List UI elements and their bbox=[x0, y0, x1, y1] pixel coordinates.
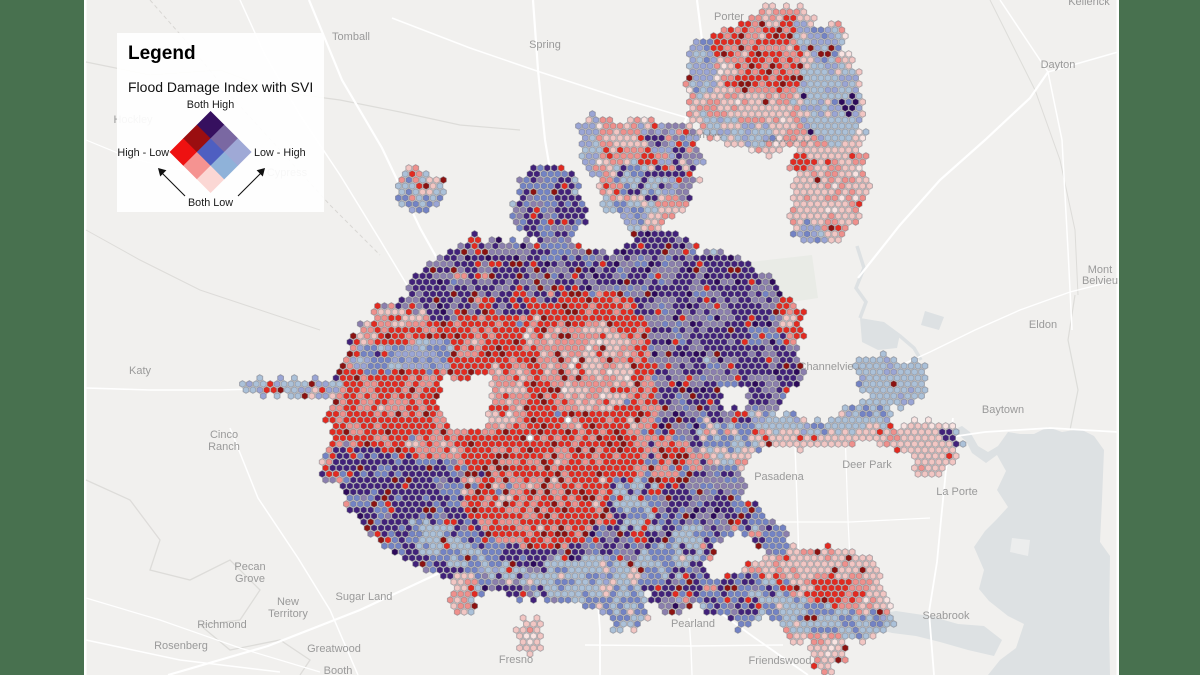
svg-text:Dayton: Dayton bbox=[1041, 59, 1076, 71]
svg-text:Belvieu: Belvieu bbox=[1082, 275, 1118, 287]
svg-text:Tomball: Tomball bbox=[332, 31, 370, 43]
svg-text:Porter: Porter bbox=[714, 11, 744, 23]
svg-text:Booth: Booth bbox=[324, 665, 353, 675]
svg-text:Seabrook: Seabrook bbox=[922, 610, 970, 622]
svg-text:Cinco: Cinco bbox=[210, 429, 238, 441]
svg-text:Mont: Mont bbox=[1088, 264, 1112, 276]
svg-text:Rosenberg: Rosenberg bbox=[154, 640, 208, 652]
svg-text:Grove: Grove bbox=[235, 573, 265, 585]
svg-text:Both High: Both High bbox=[187, 99, 234, 111]
svg-text:Pearland: Pearland bbox=[671, 618, 715, 630]
svg-text:Pecan: Pecan bbox=[234, 561, 265, 573]
svg-text:Fresno: Fresno bbox=[499, 654, 533, 666]
svg-text:Eldon: Eldon bbox=[1029, 319, 1057, 331]
svg-text:Sugar Land: Sugar Land bbox=[336, 591, 393, 603]
svg-text:Channelview: Channelview bbox=[799, 361, 862, 373]
svg-text:High - Low: High - Low bbox=[117, 147, 169, 159]
svg-text:Friendswood: Friendswood bbox=[749, 655, 812, 667]
svg-text:Low - High: Low - High bbox=[254, 147, 306, 159]
svg-text:La Porte: La Porte bbox=[936, 486, 978, 498]
svg-text:Spring: Spring bbox=[529, 39, 561, 51]
svg-text:New: New bbox=[277, 596, 299, 608]
svg-text:Ranch: Ranch bbox=[208, 441, 240, 453]
svg-text:Baytown: Baytown bbox=[982, 404, 1024, 416]
svg-text:Territory: Territory bbox=[268, 608, 308, 620]
svg-text:Richmond: Richmond bbox=[197, 619, 247, 631]
svg-text:Kellerick: Kellerick bbox=[1068, 0, 1110, 8]
svg-text:Deer Park: Deer Park bbox=[842, 459, 892, 471]
svg-text:Pasadena: Pasadena bbox=[754, 471, 804, 483]
svg-text:Both Low: Both Low bbox=[188, 197, 233, 209]
svg-text:Katy: Katy bbox=[129, 365, 152, 377]
svg-text:Greatwood: Greatwood bbox=[307, 643, 361, 655]
